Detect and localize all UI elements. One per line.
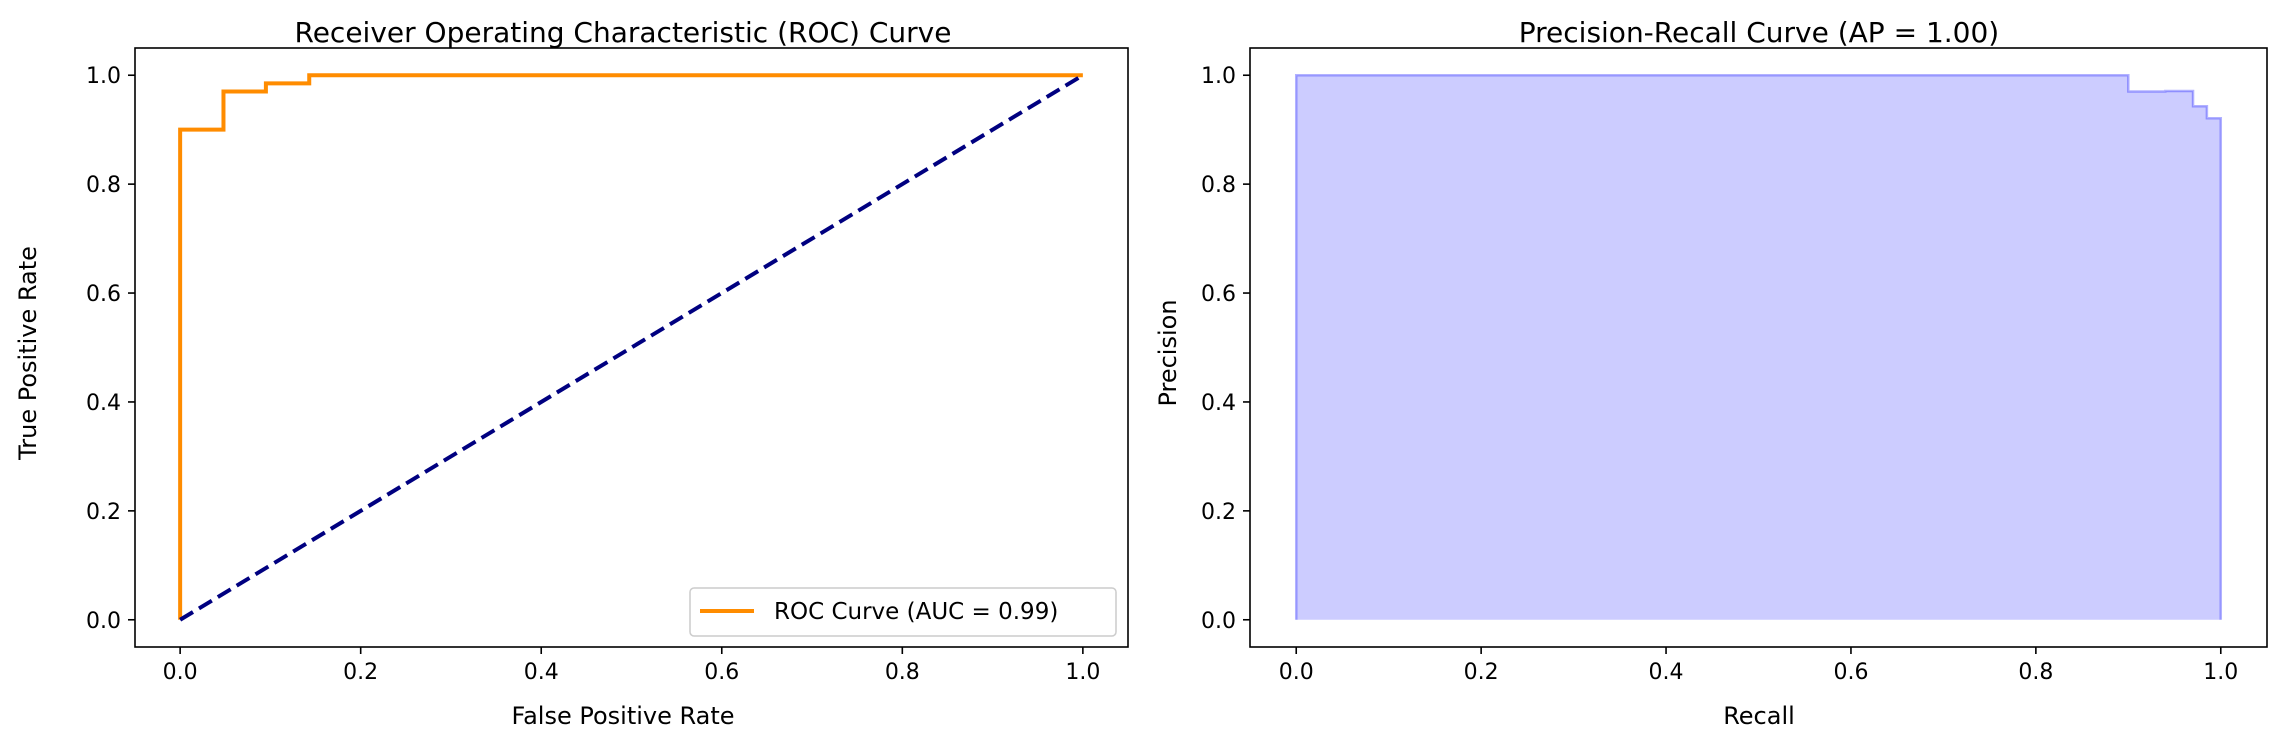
roc-title: Receiver Operating Characteristic (ROC) … xyxy=(295,16,952,49)
roc-ytick-label: 0.2 xyxy=(86,500,121,525)
pr-xtick-label: 0.6 xyxy=(1833,660,1868,685)
pr-plot-area: 0.0 0.2 0.4 0.6 0.8 1.0 0.0 0.2 0.4 0.6 0.8 1.0 xyxy=(1201,47,2268,685)
pr-axes-frame xyxy=(1249,47,2268,648)
roc-xtick-label: 0.4 xyxy=(524,660,559,685)
roc-xlabel: False Positive Rate xyxy=(511,702,734,730)
roc-legend-label: ROC Curve (AUC = 0.99) xyxy=(774,599,1058,625)
pr-xtick-label: 0.4 xyxy=(1649,660,1684,685)
roc-axes-frame xyxy=(134,47,1129,648)
roc-ytick-label: 1.0 xyxy=(86,64,121,89)
roc-ytick-label: 0.8 xyxy=(86,173,121,198)
pr-xlabel: Recall xyxy=(1723,702,1795,730)
pr-xtick-label: 0.2 xyxy=(1464,660,1499,685)
roc-panel: Receiver Operating Characteristic (ROC) … xyxy=(14,16,1129,730)
pr-ytick-label: 0.4 xyxy=(1201,391,1236,416)
roc-xtick-label: 0.0 xyxy=(163,660,198,685)
pr-xtick-label: 1.0 xyxy=(2203,660,2238,685)
pr-ytick-label: 0.6 xyxy=(1201,282,1236,307)
pr-ytick-label: 1.0 xyxy=(1201,64,1236,89)
roc-ylabel: True Positive Rate xyxy=(14,246,42,461)
pr-title: Precision-Recall Curve (AP = 1.00) xyxy=(1519,16,1999,49)
roc-legend-box xyxy=(689,587,1117,637)
pr-ytick-label: 0.0 xyxy=(1201,609,1236,634)
pr-ylabel: Precision xyxy=(1154,299,1182,406)
pr-panel: Precision-Recall Curve (AP = 1.00) 0.0 0.… xyxy=(1154,16,2268,730)
roc-series-1-line xyxy=(179,73,1084,622)
roc-xtick-label: 1.0 xyxy=(1065,660,1100,685)
roc-plot-area: 0.0 0.2 0.4 0.6 0.8 1.0 0.0 0.2 0.4 0.6 0.8 1.0 xyxy=(86,47,1129,685)
pr-ytick-label: 0.2 xyxy=(1201,500,1236,525)
roc-xtick-label: 0.8 xyxy=(885,660,920,685)
roc-ytick-label: 0.4 xyxy=(86,391,121,416)
roc-ytick-label: 0.6 xyxy=(86,282,121,307)
pr-ytick-label: 0.8 xyxy=(1201,173,1236,198)
pr-series-0-line xyxy=(1294,73,2223,620)
roc-xtick-label: 0.6 xyxy=(704,660,739,685)
roc-legend: ROC Curve (AUC = 0.99) xyxy=(689,587,1117,637)
roc-series-0-line xyxy=(178,73,1083,620)
pr-series-0-fill xyxy=(1296,75,2221,620)
roc-ytick-label: 0.0 xyxy=(86,609,121,634)
pr-xtick-label: 0.8 xyxy=(2018,660,2053,685)
pr-xtick-label: 0.0 xyxy=(1279,660,1314,685)
roc-xtick-label: 0.2 xyxy=(343,660,378,685)
